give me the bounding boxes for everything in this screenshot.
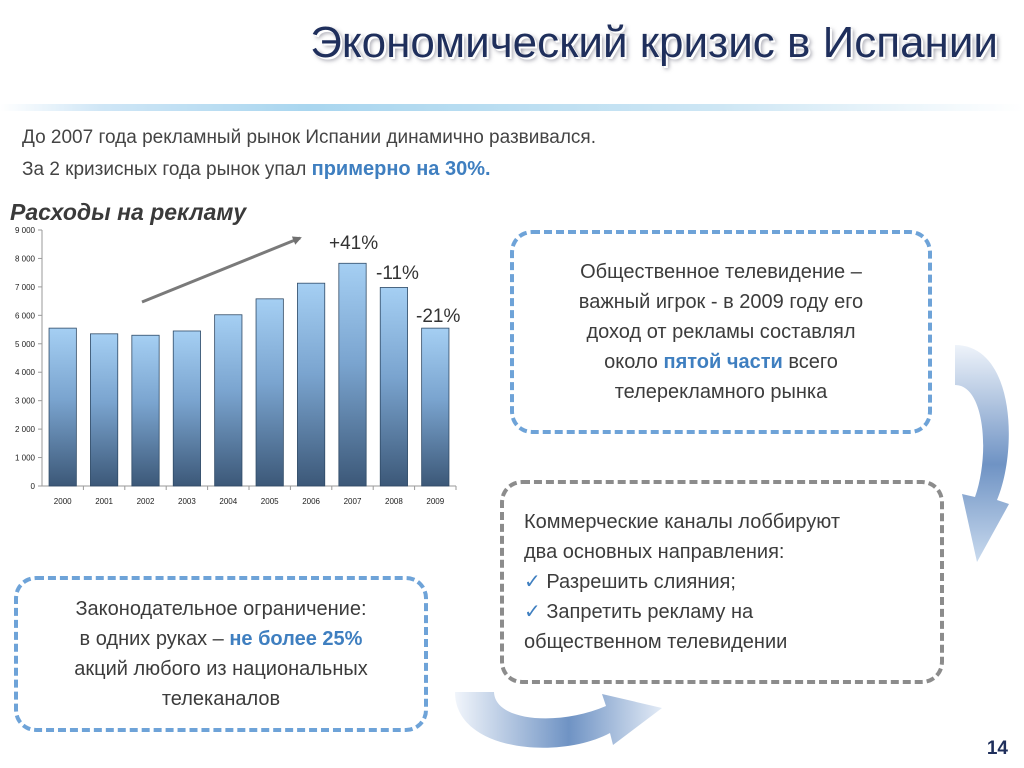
bar-2005 <box>255 298 284 487</box>
bar-2001 <box>90 333 119 487</box>
y-tick-label: 3 000 <box>15 397 36 406</box>
legislation-line-2-prefix: в одних руках – <box>79 628 230 650</box>
public-tv-box: Общественное телевидение – важный игрок … <box>510 230 932 434</box>
growth-trend-arrow <box>141 236 302 304</box>
chart-title: Расходы на рекламу <box>10 199 247 225</box>
bar-2008 <box>379 287 408 487</box>
bottom-flow-arrow <box>455 692 662 748</box>
y-axis-ticks: 0 1 000 2 000 3 000 4 000 5 000 6 000 7 000 8 00… <box>15 226 42 491</box>
intro-highlight: примерно на 30%. <box>311 158 491 180</box>
legislation-highlight: не более 25% <box>229 628 363 650</box>
commercial-item-1-text: Разрешить слияния; <box>540 571 736 593</box>
public-tv-highlight: пятой части <box>663 351 783 373</box>
commercial-item-2-text: Запретить рекламу на <box>540 601 754 623</box>
public-tv-line-5: телерекламного рынка <box>614 381 828 403</box>
bar-2007 <box>338 262 367 487</box>
public-tv-line-4-prefix: около <box>604 351 664 373</box>
annotation-drop-2009: -21% <box>416 306 461 327</box>
intro-line-1: До 2007 года рекламный рынок Испании дин… <box>22 127 596 148</box>
commercial-line-1: Коммерческие каналы лоббируют <box>524 511 841 533</box>
x-tick-label-2001: 2001 <box>95 497 113 506</box>
bar-2002 <box>131 334 160 487</box>
bar-2003 <box>172 330 201 487</box>
x-tick-label-2000: 2000 <box>54 497 72 506</box>
bar-2006 <box>297 282 326 487</box>
slide-title: Экономический кризис в Испании <box>310 18 998 67</box>
y-tick-label: 4 000 <box>15 368 36 377</box>
legislation-box: Законодательное ограничение: в одних рук… <box>14 576 428 732</box>
public-tv-line-2: важный игрок - в 2009 году его <box>578 291 864 313</box>
x-tick-label-2002: 2002 <box>137 497 155 506</box>
y-tick-label: 8 000 <box>15 254 36 263</box>
x-tick-label-2007: 2007 <box>344 497 362 506</box>
public-tv-line-4-suffix: всего <box>782 351 838 373</box>
ad-spend-chart: 0 1 000 2 000 3 000 4 000 5 000 6 000 7 000 8 00… <box>15 226 457 506</box>
annotation-drop-2008: -11% <box>376 263 419 284</box>
bar-2004 <box>214 314 243 487</box>
intro-line-2-text: За 2 кризисных года рынок упал <box>22 159 312 180</box>
x-tick-label-2004: 2004 <box>219 497 237 506</box>
commercial-line-2: два основных направления: <box>524 541 785 563</box>
y-tick-label: 7 000 <box>15 283 36 292</box>
legislation-line-2: в одних руках – не более 25% <box>74 624 368 654</box>
public-tv-line-1: Общественное телевидение – <box>580 261 862 283</box>
commercial-channels-box: Коммерческие каналы лоббируют два основн… <box>500 480 944 684</box>
y-tick-label: 0 <box>31 482 36 491</box>
bar-2000 <box>48 327 77 487</box>
public-tv-line-3: доход от рекламы составлял <box>586 321 856 343</box>
page-number: 14 <box>986 738 1008 759</box>
intro-line-2: За 2 кризисных года рынок упал примерно … <box>22 158 491 181</box>
y-tick-label: 1 000 <box>15 454 36 463</box>
x-tick-label-2009: 2009 <box>426 497 444 506</box>
commercial-item-2: ✓ Запретить рекламу на <box>524 597 840 627</box>
commercial-item-2-cont: общественном телевидении <box>524 631 788 653</box>
y-tick-label: 2 000 <box>15 425 36 434</box>
annotation-growth: +41% <box>329 233 379 254</box>
x-tick-label-2003: 2003 <box>178 497 196 506</box>
legislation-line-3: акций любого из национальных <box>74 658 368 680</box>
y-tick-label: 9 000 <box>15 226 36 235</box>
y-tick-label: 6 000 <box>15 311 36 320</box>
y-tick-label: 5 000 <box>15 340 36 349</box>
x-tick-label-2006: 2006 <box>302 497 320 506</box>
commercial-item-1: ✓ Разрешить слияния; <box>524 567 840 597</box>
public-tv-line-4: около пятой части всего <box>579 347 863 377</box>
x-tick-label-2008: 2008 <box>385 497 403 506</box>
legislation-line-4: телеканалов <box>161 688 281 710</box>
check-icon: ✓ <box>524 601 541 623</box>
x-tick-label-2005: 2005 <box>261 497 279 506</box>
bar-2009 <box>421 327 450 487</box>
check-icon: ✓ <box>524 571 541 593</box>
legislation-line-1: Законодательное ограничение: <box>75 598 367 620</box>
title-divider <box>0 104 1024 111</box>
bars <box>48 262 450 487</box>
right-flow-arrow <box>955 345 1009 562</box>
x-axis-ticks: 2000 2001 2002 2003 2004 2005 2006 2007 2008 2009 <box>54 486 457 506</box>
